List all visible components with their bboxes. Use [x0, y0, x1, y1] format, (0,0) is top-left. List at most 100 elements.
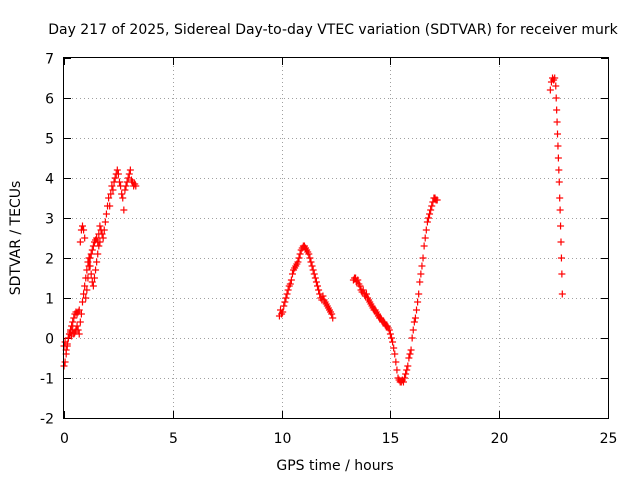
y-tick-label: 5: [45, 132, 54, 148]
data-point: [82, 274, 90, 282]
y-tick-label: 2: [45, 252, 54, 268]
data-point: [95, 242, 103, 250]
y-tick-label: 3: [45, 212, 54, 228]
data-point: [82, 294, 90, 302]
data-points: [60, 74, 566, 386]
data-point: [75, 306, 83, 314]
data-point: [319, 292, 327, 300]
data-point: [552, 94, 560, 102]
data-point: [280, 302, 288, 310]
data-point: [69, 318, 77, 326]
data-point: [310, 270, 318, 278]
data-point: [108, 182, 116, 190]
data-point: [418, 262, 426, 270]
data-point: [61, 358, 69, 366]
data-point: [555, 166, 563, 174]
data-point: [385, 326, 393, 334]
data-point: [113, 166, 121, 174]
data-point: [403, 366, 411, 374]
data-point: [296, 250, 304, 258]
data-point: [422, 226, 430, 234]
data-point: [87, 250, 95, 258]
data-point: [553, 118, 561, 126]
data-point: [408, 334, 416, 342]
data-point: [392, 358, 400, 366]
data-point: [279, 308, 287, 316]
data-point: [557, 238, 565, 246]
data-point: [359, 286, 367, 294]
data-point: [362, 290, 370, 298]
data-point: [295, 254, 303, 262]
data-point: [94, 250, 102, 258]
y-axis-label: SDTVAR / TECUs: [8, 181, 24, 296]
data-point: [96, 238, 104, 246]
data-point: [555, 178, 563, 186]
data-point: [553, 106, 561, 114]
data-point: [556, 206, 564, 214]
data-point: [309, 266, 317, 274]
data-point: [386, 330, 394, 338]
x-tick-label: 15: [382, 431, 400, 447]
data-point: [284, 286, 292, 294]
x-tick-label: 10: [274, 431, 292, 447]
data-point: [282, 294, 290, 302]
x-tick-label: 0: [60, 431, 69, 447]
y-tick-label: 1: [45, 292, 54, 308]
data-point: [89, 282, 97, 290]
data-point: [413, 306, 421, 314]
data-point: [102, 210, 110, 218]
grid-lines: [64, 58, 608, 418]
data-point: [409, 326, 417, 334]
data-point: [558, 270, 566, 278]
data-point: [83, 286, 91, 294]
data-point: [80, 290, 88, 298]
data-point: [111, 174, 119, 182]
data-point: [70, 314, 78, 322]
data-point: [554, 154, 562, 162]
y-tick-label: 7: [45, 52, 54, 68]
data-point: [415, 290, 423, 298]
x-tick-label: 20: [491, 431, 509, 447]
data-point: [354, 276, 362, 284]
data-point: [391, 350, 399, 358]
y-tick-label: 0: [45, 332, 54, 348]
data-point: [402, 370, 410, 378]
data-point: [554, 142, 562, 150]
data-point: [287, 276, 295, 284]
data-point: [96, 222, 104, 230]
data-point: [107, 190, 115, 198]
data-point: [424, 214, 432, 222]
data-point: [427, 206, 435, 214]
data-point: [120, 206, 128, 214]
data-point: [83, 266, 91, 274]
data-point: [558, 290, 566, 298]
data-point: [557, 254, 565, 262]
data-point: [74, 326, 82, 334]
data-point: [76, 318, 84, 326]
data-point: [288, 270, 296, 278]
data-point: [390, 344, 398, 352]
data-point: [121, 186, 129, 194]
data-point: [420, 242, 428, 250]
data-point: [114, 170, 122, 178]
data-point: [99, 234, 107, 242]
data-point: [328, 310, 336, 318]
data-point: [125, 170, 133, 178]
data-point: [90, 274, 98, 282]
data-point: [407, 346, 415, 354]
data-point: [406, 350, 414, 358]
data-point: [93, 258, 101, 266]
data-point: [305, 250, 313, 258]
data-point: [419, 254, 427, 262]
data-point: [314, 282, 322, 290]
data-point: [306, 254, 314, 262]
data-point: [294, 258, 302, 266]
data-point: [546, 86, 554, 94]
data-point: [389, 338, 397, 346]
data-point: [552, 82, 560, 90]
data-point: [410, 318, 418, 326]
data-point: [554, 130, 562, 138]
data-point: [78, 298, 86, 306]
x-tick-label: 5: [169, 431, 178, 447]
data-point: [286, 280, 294, 288]
